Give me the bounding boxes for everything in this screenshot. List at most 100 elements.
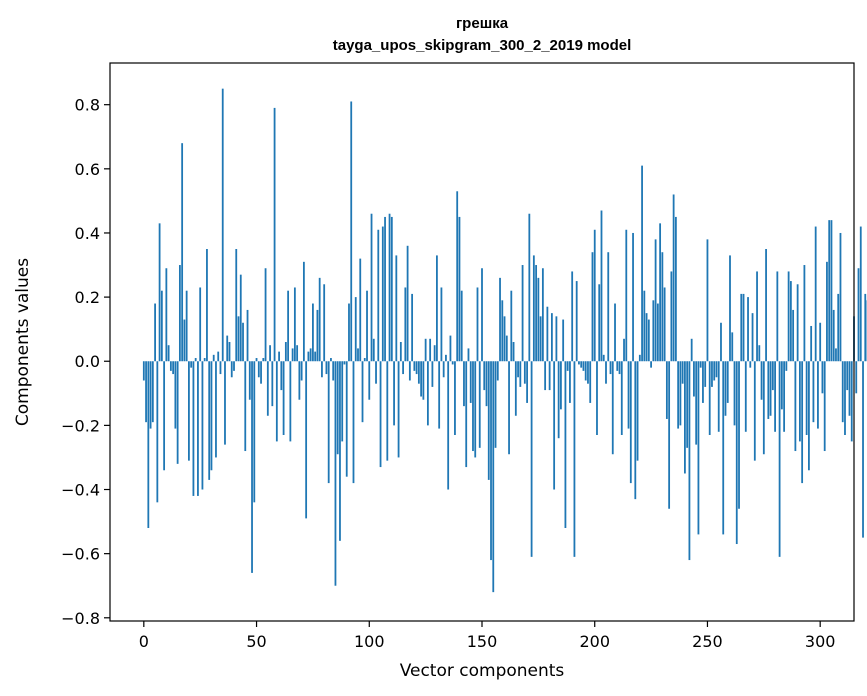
bar-52 (260, 361, 262, 384)
bar-303 (826, 261, 828, 362)
bar-300 (819, 322, 822, 362)
bar-299 (817, 361, 819, 429)
bar-282 (778, 361, 781, 557)
bar-153 (487, 361, 490, 480)
bar-308 (837, 293, 840, 362)
bar-208 (611, 361, 614, 455)
bar-245 (695, 361, 698, 445)
bar-309 (839, 232, 842, 362)
bar-156 (494, 361, 497, 448)
bar-302 (823, 361, 826, 452)
bar-59 (275, 361, 278, 442)
bar-165 (514, 361, 517, 416)
bar-77 (316, 309, 319, 362)
bar-64 (287, 290, 290, 362)
bar-89 (343, 361, 346, 365)
bar-217 (632, 232, 634, 362)
bar-301 (821, 361, 824, 394)
bar-83 (330, 358, 332, 362)
bar-75 (312, 303, 314, 362)
bar-195 (582, 361, 585, 371)
bar-261 (731, 332, 734, 362)
bar-8 (160, 290, 163, 362)
bar-222 (643, 290, 646, 362)
bar-287 (789, 281, 792, 362)
bar-259 (726, 361, 729, 403)
bar-211 (618, 361, 621, 375)
bar-93 (352, 361, 355, 484)
bar-206 (607, 252, 610, 362)
bar-132 (440, 287, 443, 362)
bar-317 (857, 268, 860, 362)
bar-289 (794, 361, 797, 452)
bar-216 (629, 361, 632, 484)
bar-19 (185, 290, 188, 362)
bar-220 (638, 354, 641, 362)
bar-214 (625, 229, 628, 362)
bar-3 (149, 361, 152, 429)
bar-108 (386, 361, 389, 461)
bar-269 (749, 361, 752, 368)
bar-105 (379, 361, 382, 468)
bar-253 (713, 361, 716, 381)
bar-111 (393, 361, 395, 426)
bar-255 (717, 361, 720, 432)
bar-188 (566, 361, 569, 371)
chart-title: грешка (456, 15, 509, 32)
bar-207 (609, 361, 612, 375)
bar-78 (318, 277, 321, 362)
bar-120 (413, 361, 416, 371)
bar-262 (733, 361, 736, 426)
bar-88 (341, 361, 344, 442)
bar-115 (402, 361, 404, 375)
bar-275 (762, 361, 765, 455)
bar-157 (496, 361, 499, 381)
bar-306 (832, 309, 835, 362)
bar-133 (442, 361, 445, 378)
bar-237 (677, 361, 680, 429)
bar-2 (147, 361, 150, 528)
bar-101 (370, 213, 373, 362)
bar-56 (269, 345, 271, 362)
bar-171 (528, 213, 531, 362)
bar-215 (627, 361, 630, 429)
bar-96 (359, 258, 362, 362)
bar-290 (796, 284, 799, 362)
bar-196 (584, 361, 587, 381)
x-tick-label: 200 (579, 632, 610, 651)
bar-291 (798, 361, 801, 442)
y-tick-label: 0.0 (75, 352, 100, 371)
bar-191 (573, 361, 576, 557)
y-tick-label: 0.2 (75, 288, 100, 307)
bar-181 (550, 313, 553, 362)
bar-266 (742, 293, 745, 362)
bar-123 (420, 361, 423, 397)
bar-265 (740, 293, 743, 362)
bar-236 (674, 216, 677, 362)
bar-33 (217, 351, 220, 362)
y-tick-label: −0.8 (61, 609, 100, 628)
bar-278 (769, 361, 772, 416)
bar-122 (417, 361, 420, 384)
bar-37 (226, 335, 229, 362)
bar-118 (408, 361, 411, 381)
bar-74 (309, 348, 312, 362)
bar-167 (519, 361, 522, 387)
bar-166 (517, 361, 519, 378)
bar-241 (686, 361, 689, 448)
bar-233 (668, 361, 671, 509)
bar-281 (776, 271, 779, 362)
bar-11 (167, 345, 170, 362)
bar-97 (361, 361, 364, 423)
bar-320 (864, 293, 867, 362)
bar-280 (774, 361, 776, 432)
bar-179 (546, 306, 549, 362)
bar-90 (345, 361, 348, 477)
bar-17 (181, 143, 184, 362)
bar-194 (580, 361, 583, 368)
bar-279 (771, 361, 774, 391)
bar-240 (684, 361, 686, 474)
bar-162 (508, 361, 510, 455)
bar-79 (321, 361, 323, 378)
bar-72 (305, 361, 308, 519)
